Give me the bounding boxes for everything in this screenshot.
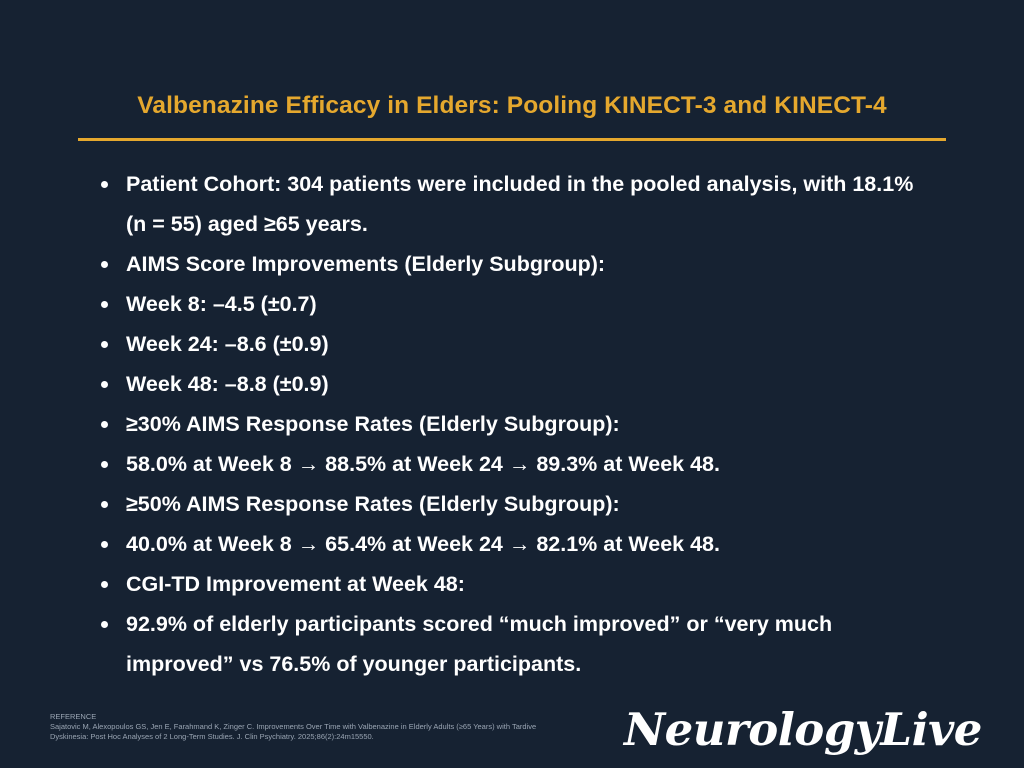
bullet-text: Week 8: –4.5 (±0.7) xyxy=(126,292,317,316)
bullet-item: ≥50% AIMS Response Rates (Elderly Subgro… xyxy=(0,484,1024,524)
bullet-item: 58.0% at Week 8 → 88.5% at Week 24 → 89.… xyxy=(0,444,1024,484)
neurologylive-logo: NeurologyLive xyxy=(624,703,982,756)
bullet-item: CGI-TD Improvement at Week 48: xyxy=(0,564,1024,604)
bullet-list: Patient Cohort: 304 patients were includ… xyxy=(0,164,1024,684)
bullet-dot-icon xyxy=(101,261,108,268)
bullet-dot-icon xyxy=(101,541,108,548)
bullet-text: 40.0% at Week 8 → 65.4% at Week 24 → 82.… xyxy=(126,532,720,556)
bullet-item: Patient Cohort: 304 patients were includ… xyxy=(0,164,1024,244)
reference-heading: REFERENCE xyxy=(50,712,97,721)
bullet-item: 40.0% at Week 8 → 65.4% at Week 24 → 82.… xyxy=(0,524,1024,564)
bullet-dot-icon xyxy=(101,621,108,628)
bullet-item: ≥30% AIMS Response Rates (Elderly Subgro… xyxy=(0,404,1024,444)
bullet-text: 92.9% of elderly participants scored “mu… xyxy=(126,612,833,676)
bullet-dot-icon xyxy=(101,501,108,508)
title-divider xyxy=(78,138,946,141)
reference-block: REFERENCE Sajatovic M, Alexopoulos GS, J… xyxy=(50,712,550,742)
bullet-dot-icon xyxy=(101,341,108,348)
bullet-item: Week 48: –8.8 (±0.9) xyxy=(0,364,1024,404)
reference-citation: Sajatovic M, Alexopoulos GS, Jen E, Fara… xyxy=(50,722,537,741)
bullet-text: ≥30% AIMS Response Rates (Elderly Subgro… xyxy=(126,412,620,436)
slide-title: Valbenazine Efficacy in Elders: Pooling … xyxy=(137,92,887,119)
bullet-dot-icon xyxy=(101,301,108,308)
bullet-dot-icon xyxy=(101,421,108,428)
bullet-text: CGI-TD Improvement at Week 48: xyxy=(126,572,465,596)
bullet-text: ≥50% AIMS Response Rates (Elderly Subgro… xyxy=(126,492,620,516)
bullet-dot-icon xyxy=(101,461,108,468)
bullet-text: Patient Cohort: 304 patients were includ… xyxy=(126,172,914,236)
bullet-item: AIMS Score Improvements (Elderly Subgrou… xyxy=(0,244,1024,284)
bullet-text: Week 24: –8.6 (±0.9) xyxy=(126,332,329,356)
bullet-text: 58.0% at Week 8 → 88.5% at Week 24 → 89.… xyxy=(126,452,720,476)
bullet-text: Week 48: –8.8 (±0.9) xyxy=(126,372,329,396)
bullet-text: AIMS Score Improvements (Elderly Subgrou… xyxy=(126,252,606,276)
bullet-item: Week 24: –8.6 (±0.9) xyxy=(0,324,1024,364)
bullet-dot-icon xyxy=(101,381,108,388)
bullet-dot-icon xyxy=(101,181,108,188)
bullet-item: 92.9% of elderly participants scored “mu… xyxy=(0,604,1024,684)
bullet-item: Week 8: –4.5 (±0.7) xyxy=(0,284,1024,324)
bullet-dot-icon xyxy=(101,581,108,588)
